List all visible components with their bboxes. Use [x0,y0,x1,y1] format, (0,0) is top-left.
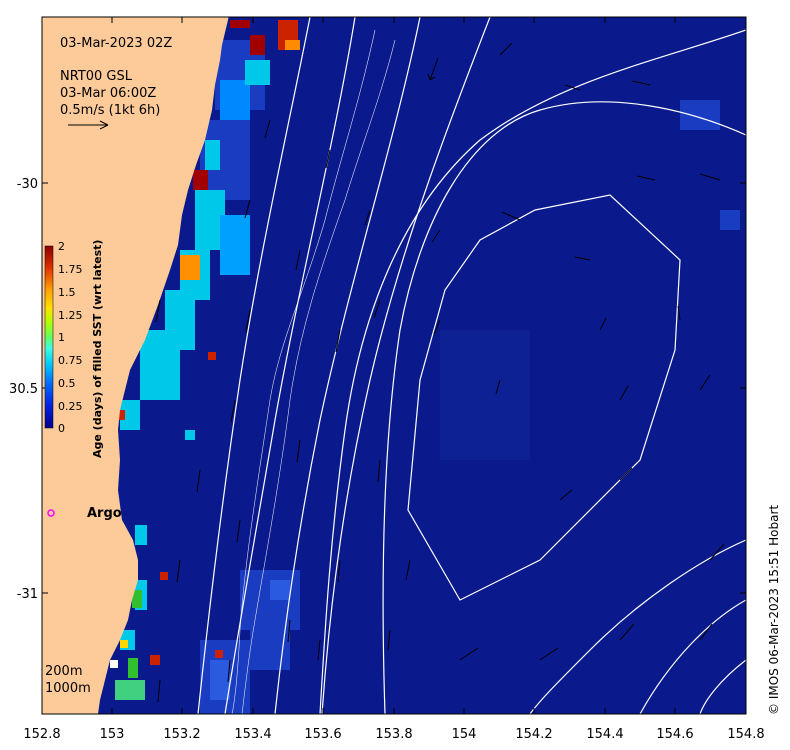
x-tick-label: 153.2 [163,727,200,742]
x-tick-label: 154.2 [515,727,552,742]
velocity-arrows [155,42,725,703]
x-tick-label: 154.6 [656,727,693,742]
isobaths [231,29,396,714]
product-label: NRT00 GSL [60,69,133,84]
colorbar-title: Age (days) of filled SST (wrt latest) [91,240,104,458]
x-tick-label: 153 [100,727,125,742]
isobath-200-label: 200m [45,664,82,679]
colorbar-gradient [44,245,54,429]
x-tick-label: 154.8 [727,727,764,742]
x-axis-labels: 152.8 153 153.2 153.4 153.6 153.8 154 15… [23,727,764,742]
colorbar-tick: 1 [58,331,65,344]
colorbar-tick: 1.25 [58,309,83,322]
x-tick-label: 153.6 [304,727,341,742]
land-mass [42,17,229,714]
streamlines [197,17,746,714]
x-tick-label: 154.4 [586,727,623,742]
colorbar-tick: 1.5 [58,286,76,299]
isobath-1000-label: 1000m [45,681,91,696]
y-tick-label: -30 [17,177,38,192]
argo-marker [47,509,55,517]
y-tick-label: 30.5 [9,382,38,397]
tick-marks [41,17,747,714]
vector-scale-label: 0.5m/s (1kt 6h) [60,103,160,118]
credit-label: © IMOS 06-Mar-2023 15:51 Hobart [767,505,781,715]
current-time-label: 03-Mar 06:00Z [60,86,156,101]
colorbar-tick: 0.5 [58,377,76,390]
argo-label: Argo [87,506,122,521]
colorbar-tick: 0.25 [58,400,83,413]
y-axis-labels: -30 30.5 -31 [9,177,38,602]
x-tick-label: 153.8 [375,727,412,742]
plot-area [42,17,746,714]
vector-scale-arrow [68,120,109,130]
y-tick-label: -31 [17,587,38,602]
x-tick-label: 152.8 [23,727,60,742]
colorbar-tick: 1.75 [58,263,83,276]
x-tick-label: 154 [452,727,477,742]
x-tick-label: 153.4 [234,727,271,742]
coastal-sst-pixels [110,20,300,700]
title-block: 03-Mar-2023 02Z NRT00 GSL 03-Mar 06:00Z … [60,36,172,118]
date-label: 03-Mar-2023 02Z [60,36,172,51]
colorbar: 2 1.75 1.5 1.25 1 0.75 0.5 0.25 0 Age (d… [44,240,104,458]
colorbar-tick: 0 [58,422,65,435]
colorbar-tick: 2 [58,240,65,253]
colorbar-tick: 0.75 [58,354,83,367]
